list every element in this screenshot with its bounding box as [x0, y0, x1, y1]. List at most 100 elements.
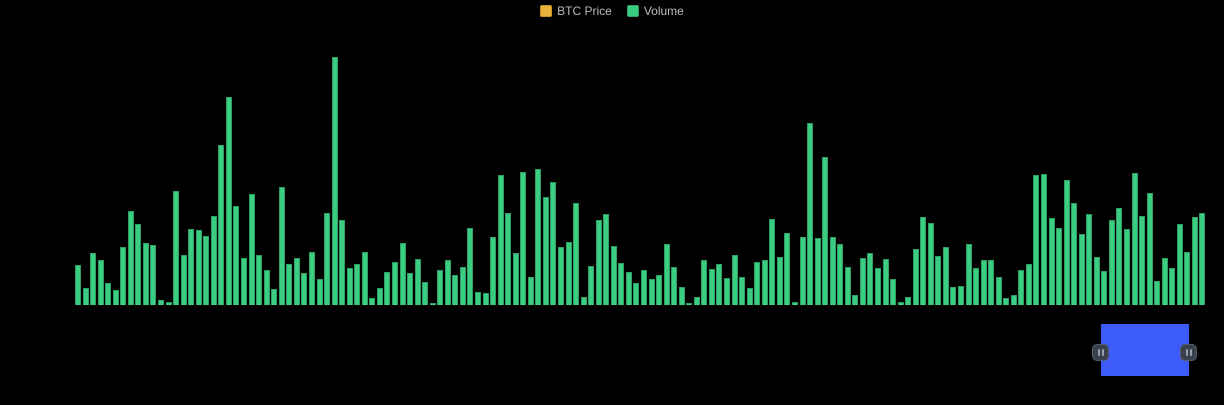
volume-bar [708, 269, 715, 305]
volume-bar [950, 287, 957, 305]
btc-price-swatch [540, 5, 553, 17]
volume-bar [799, 237, 806, 305]
volume-bar [512, 253, 519, 305]
volume-bar [82, 288, 89, 305]
volume-bar [558, 247, 564, 305]
pause-icon [1101, 349, 1104, 356]
volume-bar [422, 282, 429, 305]
volume-bar [837, 244, 844, 305]
volume-bar [248, 194, 255, 305]
volume-bar [407, 273, 414, 305]
volume-bar [731, 255, 738, 305]
datazoom-right-handle[interactable] [1180, 344, 1197, 361]
volume-bar [1018, 270, 1025, 305]
volume-bar [452, 275, 459, 305]
volume-bar [852, 295, 859, 305]
volume-bar [1169, 268, 1176, 305]
volume-bar [754, 262, 761, 305]
volume-bar [1003, 298, 1010, 305]
volume-bar [1048, 218, 1055, 305]
volume-bar [150, 245, 157, 305]
volume-bar [142, 243, 149, 305]
volume-bar [1093, 257, 1100, 305]
volume-bar [610, 246, 617, 305]
volume-bar [497, 175, 504, 305]
volume-bar [648, 279, 655, 305]
legend-item-volume[interactable]: Volume [626, 4, 684, 18]
volume-bar [829, 237, 836, 305]
volume-bar [633, 283, 640, 305]
volume-bar [346, 268, 353, 305]
pause-icon [1185, 349, 1188, 356]
volume-bar [324, 213, 331, 305]
volume-bar [897, 302, 904, 305]
volume-bar [995, 277, 1002, 305]
volume-bar [957, 286, 964, 305]
volume-bar [1101, 271, 1108, 305]
volume-bar [1025, 264, 1032, 305]
volume-bar [927, 223, 934, 305]
volume-bar [859, 258, 866, 305]
volume-bar [1199, 213, 1206, 305]
volume-bar [105, 283, 112, 305]
volume-bar [354, 264, 361, 305]
volume-bar [520, 172, 527, 305]
volume-bar [384, 272, 391, 305]
volume-bar [316, 279, 323, 305]
legend-item-btc-price[interactable]: BTC Price [540, 4, 612, 18]
pause-icon [1189, 349, 1192, 356]
volume-bar [256, 255, 263, 305]
volume-bar [791, 302, 798, 305]
volume-bar [822, 157, 829, 305]
volume-bar [369, 298, 376, 305]
volume-bar [301, 273, 308, 305]
volume-bars [75, 45, 1207, 305]
volume-bar [1161, 258, 1168, 305]
volume-bar [414, 259, 421, 305]
volume-bar [769, 219, 776, 305]
volume-bar [716, 264, 723, 305]
volume-bar [739, 277, 746, 305]
volume-bar [776, 257, 783, 305]
volume-bar [724, 278, 731, 305]
volume-bar [399, 243, 406, 305]
volume-bar [1139, 216, 1146, 305]
volume-bar [233, 206, 240, 305]
datazoom-left-handle[interactable] [1092, 344, 1109, 361]
volume-bar [1116, 208, 1123, 305]
volume-bar [920, 217, 927, 305]
volume-bar [437, 270, 444, 305]
volume-bar [1071, 203, 1078, 305]
volume-bar [1078, 234, 1085, 305]
volume-bar [814, 238, 821, 305]
volume-bar [467, 228, 474, 305]
volume-bar [890, 279, 897, 305]
volume-bar [988, 260, 995, 305]
volume-bar [1086, 214, 1093, 305]
volume-bar [663, 244, 670, 305]
volume-bar [97, 260, 104, 305]
volume-bar [693, 297, 700, 305]
volume-bar [75, 265, 81, 305]
volume-bar [641, 270, 648, 305]
volume-bar [391, 262, 398, 305]
volume-bar [580, 297, 587, 305]
volume-bar [1176, 224, 1183, 305]
datazoom-window[interactable] [1101, 324, 1189, 376]
volume-bar [339, 220, 346, 305]
volume-bar [210, 216, 217, 305]
volume-bar [542, 197, 549, 305]
volume-bar [505, 213, 512, 305]
volume-bar [874, 268, 881, 305]
volume-swatch [626, 5, 639, 17]
volume-bar [565, 242, 572, 305]
volume-bar [293, 258, 300, 305]
volume-bar [942, 247, 949, 305]
volume-bar [271, 289, 278, 305]
volume-bar [1108, 220, 1115, 305]
volume-bar [784, 233, 791, 305]
volume-bar [603, 214, 610, 305]
btc-price-legend-label: BTC Price [557, 4, 612, 18]
volume-bar [1010, 295, 1017, 305]
volume-bar [459, 267, 466, 305]
